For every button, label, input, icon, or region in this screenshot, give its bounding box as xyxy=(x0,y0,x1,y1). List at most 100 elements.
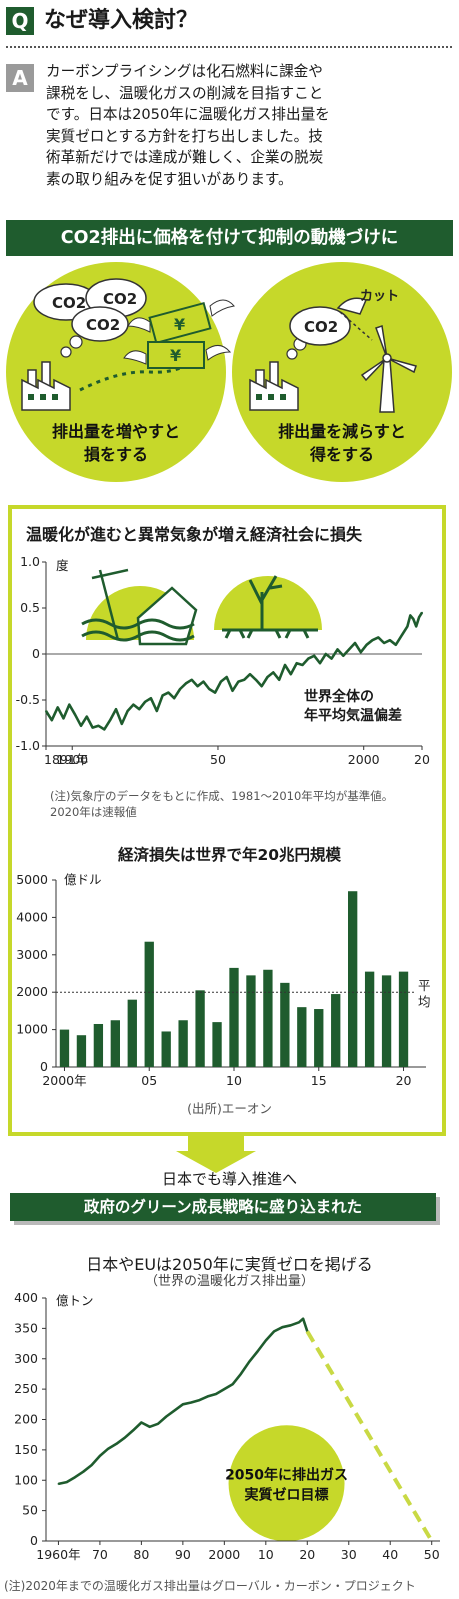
temperature-point xyxy=(409,614,412,617)
temperature-point xyxy=(185,682,187,685)
temperature-point xyxy=(97,724,100,727)
temperature-series-line xyxy=(44,611,424,731)
temperature-point xyxy=(319,662,321,665)
temperature-point xyxy=(138,708,141,711)
y-tick-label: 150 xyxy=(14,1442,38,1457)
x-tick-label: 05 xyxy=(141,1073,157,1088)
emissions-point xyxy=(231,1383,234,1386)
loss-bar xyxy=(178,1020,188,1067)
loss-bar xyxy=(144,941,154,1067)
temperature-point xyxy=(418,616,420,619)
temperature-point xyxy=(155,710,158,712)
temperature-point xyxy=(421,611,423,614)
temperature-point xyxy=(62,717,65,720)
temperature-point xyxy=(383,642,386,644)
emissions-point xyxy=(264,1339,267,1342)
loss-bar xyxy=(348,891,358,1067)
y-tick-label: 5000 xyxy=(16,872,48,887)
annotation-line: 2050年に排出ガス xyxy=(225,1466,348,1483)
temperature-point xyxy=(115,708,117,711)
temperature-point xyxy=(412,618,415,620)
y-tick-label: 300 xyxy=(14,1351,38,1366)
emissions-point xyxy=(256,1350,259,1353)
emissions-point xyxy=(99,1455,101,1457)
x-tick-label: 15 xyxy=(311,1073,327,1088)
y-tick-label: 250 xyxy=(14,1381,38,1396)
sun-half-icon xyxy=(214,576,322,630)
note-line: 2020年は速報値 xyxy=(50,805,137,819)
emissions-point xyxy=(90,1464,93,1466)
temperature-point xyxy=(278,678,281,681)
x-tick-label: 90 xyxy=(175,1547,191,1562)
temperature-point xyxy=(289,673,292,676)
ghg-chart-note: (注)2020年までの温暖化ガス排出量はグローバル・カーボン・プロジェクト xyxy=(4,1579,416,1593)
temperature-point xyxy=(167,691,170,694)
answer-text: カーボンプライシングは化石燃料に課金や 課税をし、温暖化ガスの削減を目指すこと … xyxy=(46,61,446,190)
x-tick-label: 2000年 xyxy=(42,1073,86,1088)
y-tick-label: 3000 xyxy=(16,947,48,962)
y-tick-label: 2000 xyxy=(16,984,48,999)
series-label: 世界全体の 年平均気温偏差 xyxy=(304,688,402,726)
temperature-point xyxy=(301,664,304,666)
loss-bar xyxy=(59,1029,70,1067)
emissions-point xyxy=(240,1373,242,1375)
loss-bar xyxy=(195,990,205,1067)
emissions-point xyxy=(157,1422,159,1425)
temperature-point xyxy=(324,653,327,655)
cut-line xyxy=(339,311,373,341)
emissions-point xyxy=(273,1330,276,1333)
temperature-point xyxy=(377,636,380,639)
emissions-point xyxy=(82,1470,85,1473)
x-tick-label: 50 xyxy=(424,1547,440,1562)
x-tick-label: 30 xyxy=(341,1547,357,1562)
temperature-point xyxy=(389,639,391,642)
y-tick-label: 0 xyxy=(30,1533,38,1548)
temperature-point xyxy=(126,710,129,712)
target-circle xyxy=(228,1425,345,1542)
temperature-point xyxy=(173,697,176,700)
temperature-point xyxy=(295,662,298,665)
y-tick-label: 4000 xyxy=(16,909,48,924)
answer-line: 課税をし、温暖化ガスの削減を目指すこと xyxy=(46,84,324,102)
emissions-point xyxy=(132,1429,134,1432)
question-badge: Q xyxy=(6,7,34,35)
bridge-text: 日本でも導入推進へ xyxy=(161,1170,297,1188)
temperature-point xyxy=(109,719,112,722)
temperature-point xyxy=(161,694,164,697)
temperature-point xyxy=(120,723,123,725)
temperature-point xyxy=(231,689,234,692)
temperature-point xyxy=(179,688,181,690)
temperature-point xyxy=(80,724,82,727)
emissions-point xyxy=(74,1476,76,1479)
co2-cloud-icon xyxy=(33,278,147,342)
temperature-point xyxy=(50,719,53,722)
emissions-point xyxy=(302,1317,305,1320)
loss-bar xyxy=(127,999,137,1067)
y-tick-label: 400 xyxy=(14,1290,38,1305)
co2-label: CO2 xyxy=(52,294,86,312)
x-tick-label: 10 xyxy=(258,1547,274,1562)
temperature-point xyxy=(284,664,286,666)
temp-chart-note: (注)気象庁のデータをもとに作成、1981〜2010年平均が基準値。 2020年… xyxy=(50,788,393,820)
annotation-line: 実質ゼロ目標 xyxy=(245,1486,329,1503)
y-tick-label: 350 xyxy=(14,1320,38,1335)
temperature-point xyxy=(237,680,240,683)
temperature-point xyxy=(371,639,374,642)
note-line: (注)気象庁のデータをもとに作成、1981〜2010年平均が基準値。 xyxy=(50,789,394,803)
strategy-banner: 政府のグリーン成長戦略に盛り込まれた xyxy=(10,1193,436,1221)
y-tick-label: 1.0 xyxy=(20,554,40,569)
emissions-point xyxy=(190,1401,193,1404)
x-tick-label: 20 xyxy=(299,1547,315,1562)
emissions-point xyxy=(140,1421,143,1424)
temperature-point xyxy=(190,678,193,681)
decrease-emission-circle xyxy=(232,262,452,482)
caption-line: 排出量を増やすと xyxy=(51,422,180,441)
emissions-point xyxy=(148,1425,151,1428)
emissions-point xyxy=(57,1482,60,1485)
x-tick-label: 20 xyxy=(396,1073,412,1088)
disaster-illustration xyxy=(81,568,322,646)
answer-line: 術革新だけでは達成が難しく、企業の脱炭 xyxy=(46,149,324,166)
projection-line xyxy=(305,1330,434,1543)
temperature-point xyxy=(219,680,222,683)
